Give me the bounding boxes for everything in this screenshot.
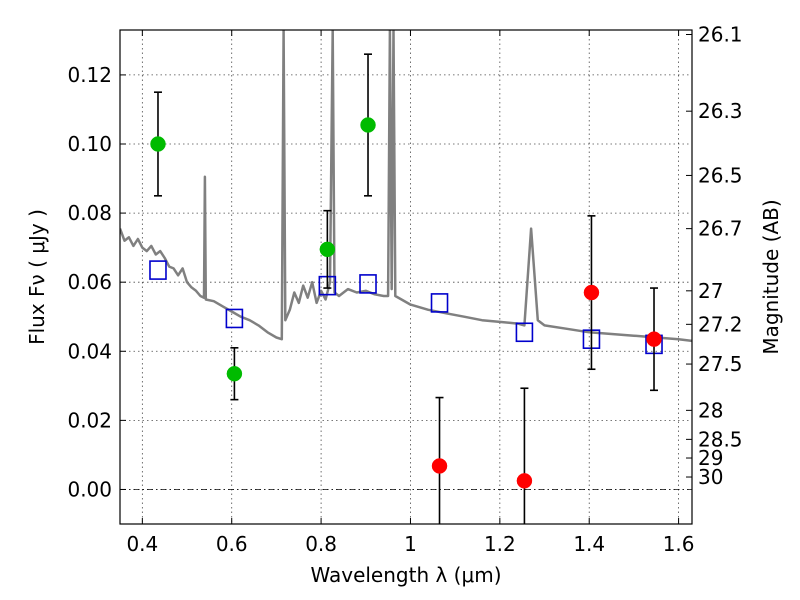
x-axis-ticks: 0.4 0.6 0.8 1 1.2 1.4 1.6 — [126, 30, 695, 556]
y-axis-ticks: 0.00 0.02 0.04 0.06 0.08 0.10 0.12 — [67, 63, 126, 501]
right-tick-label: 26.5 — [698, 163, 743, 187]
y-tick-label: 0.08 — [67, 201, 112, 225]
model-square — [515, 322, 534, 343]
right-tick-label: 26.7 — [698, 217, 743, 241]
spectrum-line — [120, 30, 692, 343]
model-square — [359, 274, 377, 294]
template-spectrum — [120, 30, 692, 343]
right-tick-label: 26.3 — [698, 99, 743, 123]
data-point — [516, 473, 533, 489]
right-tick-label: 28.5 — [698, 427, 743, 451]
photometry-points — [150, 117, 662, 489]
y-axis-label: Flux Fν ( μJy ) — [25, 209, 49, 345]
x-tick-label: 1.4 — [573, 532, 605, 556]
data-point — [431, 458, 448, 474]
right-tick-label: 29 — [698, 446, 723, 470]
model-square — [149, 260, 167, 280]
x-tick-label: 0.4 — [126, 532, 158, 556]
model-photometry-squares — [149, 260, 663, 355]
model-square — [225, 308, 244, 329]
data-point — [226, 365, 243, 382]
right-axis-label: Magnitude (AB) — [759, 199, 783, 354]
plot-frame — [119, 29, 693, 525]
y-tick-label: 0.04 — [67, 339, 112, 363]
y-tick-label: 0.02 — [67, 408, 112, 432]
data-point — [319, 241, 336, 258]
x-tick-label: 0.8 — [305, 532, 337, 556]
data-point — [646, 331, 662, 347]
y-tick-label: 0.10 — [67, 132, 112, 156]
right-tick-label: 28 — [698, 398, 723, 422]
data-point — [583, 284, 600, 301]
right-tick-label: 27.5 — [698, 352, 743, 376]
y-tick-label: 0.00 — [67, 477, 112, 501]
x-tick-label: 1.6 — [663, 532, 695, 556]
right-tick-label: 26.1 — [698, 22, 743, 46]
y-tick-label: 0.12 — [67, 63, 112, 87]
right-tick-label: 27.2 — [698, 312, 743, 336]
right-tick-label: 27 — [698, 279, 723, 303]
right-tick-label: 30 — [698, 465, 723, 489]
plot-area-background — [120, 30, 692, 524]
x-tick-label: 1.2 — [484, 532, 516, 556]
x-axis-label: Wavelength λ (μm) — [310, 563, 501, 587]
data-point — [150, 136, 166, 152]
x-tick-label: 0.6 — [216, 532, 248, 556]
error-bars — [153, 53, 659, 524]
x-tick-label: 1 — [404, 532, 417, 556]
y-tick-label: 0.06 — [67, 270, 112, 294]
data-point — [360, 117, 376, 133]
model-square — [430, 293, 449, 313]
